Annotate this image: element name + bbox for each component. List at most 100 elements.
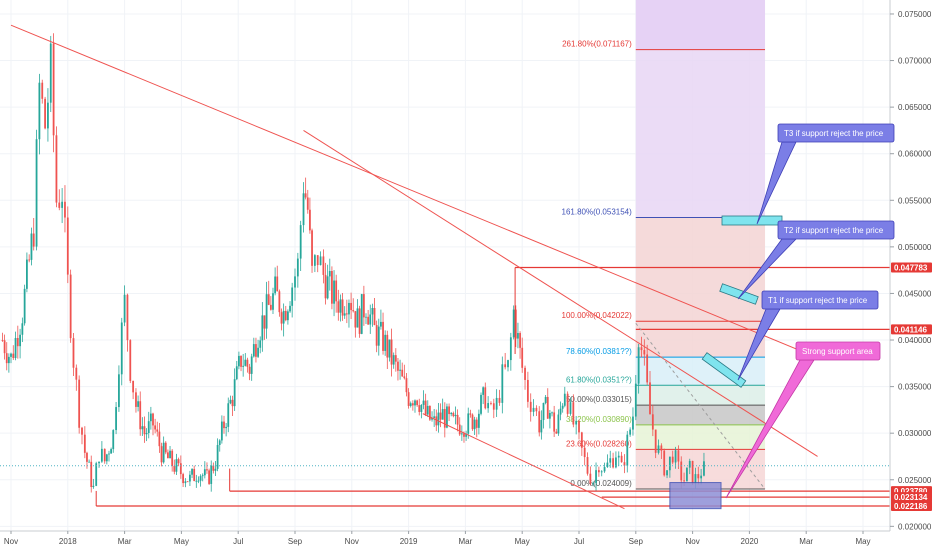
candle [524,367,526,380]
candle [83,434,86,453]
candle [112,430,115,450]
candle [250,356,253,374]
candle [471,414,474,430]
candle [634,383,637,417]
candle [509,337,512,361]
candle [448,406,450,415]
candle [617,455,620,458]
candle [563,393,566,406]
candle [238,355,240,367]
candle [58,202,61,208]
price-series [1,33,705,493]
candle [538,411,541,433]
candle [452,412,455,417]
candle [225,426,228,429]
candle [72,338,75,368]
candle [429,405,431,420]
candle [223,421,225,429]
candle [612,458,614,468]
candle [81,427,83,435]
candle [306,197,309,210]
callout-label: T1 if support reject the price [768,296,868,305]
candle [626,434,629,466]
candle [26,259,28,289]
x-tick-label: Nov [4,537,18,546]
candle [535,407,538,412]
candle [35,139,38,247]
candle [95,463,98,486]
candle [688,460,691,468]
target-marker [701,352,747,388]
candle [208,470,210,484]
candle [397,361,399,371]
candle [218,440,221,446]
candle [233,379,236,407]
candle [291,287,294,306]
candle [261,315,264,341]
candle [409,403,412,406]
candle [365,316,367,318]
candle [276,276,279,292]
candle [147,421,150,433]
fib-level-label: 261.80%(0.071167) [562,40,632,49]
candle [424,400,427,415]
candle [632,416,634,430]
candle [132,380,135,393]
fib-zone [635,49,766,218]
y-axis[interactable]: 0.020000 0.025000 0.030000 0.035000 0.040000… [889,0,932,550]
candle [316,255,319,266]
candle [697,474,700,479]
fib-zone [635,385,766,406]
candle [169,450,171,459]
candle [86,452,88,462]
candle [61,201,64,208]
x-tick-label: 2019 [400,537,418,546]
x-axis[interactable]: Nov 2018 Mar May Jul Sep Nov 2019 Mar May Jul Sep No… [0,530,932,550]
candle [492,403,495,410]
candle [411,403,414,406]
y-tick-label: 0.030000 [898,429,932,438]
x-tick-label: Mar [459,537,473,546]
candle [382,321,384,351]
candle [663,450,666,476]
candle [668,456,671,471]
candle [49,43,52,103]
candle [282,310,285,324]
candle [487,403,490,409]
candle [135,392,137,407]
fib-level-label: 50.00%(0.033015) [566,395,632,404]
candle [454,414,457,417]
candle [214,468,217,471]
candle [199,476,202,481]
candle [10,353,12,357]
candle [216,445,219,469]
candle [649,382,651,415]
y-tick-label: 0.045000 [898,289,932,298]
candle [284,310,287,321]
candle [120,322,123,375]
candle [304,193,307,198]
candle [324,274,327,299]
candle [603,467,606,472]
x-tick-label: 2018 [59,537,77,546]
candle [212,465,215,471]
candle [551,412,553,414]
candle [23,288,26,324]
candle [371,307,374,315]
x-tick-label: Jul [233,537,243,546]
candle [156,429,159,432]
candle [149,413,152,422]
trendline [422,413,625,510]
candle [694,474,697,484]
candle [680,461,683,481]
candle [108,453,110,455]
x-tick-label: 2020 [741,537,759,546]
candle [403,376,406,379]
price-tag-label: 0.047783 [894,264,928,273]
y-tick-label: 0.040000 [898,336,932,345]
candle [38,82,41,140]
y-axis-background [890,0,932,550]
fib-level-label: 100.00%(0.042022) [562,311,633,320]
candle [380,321,382,327]
